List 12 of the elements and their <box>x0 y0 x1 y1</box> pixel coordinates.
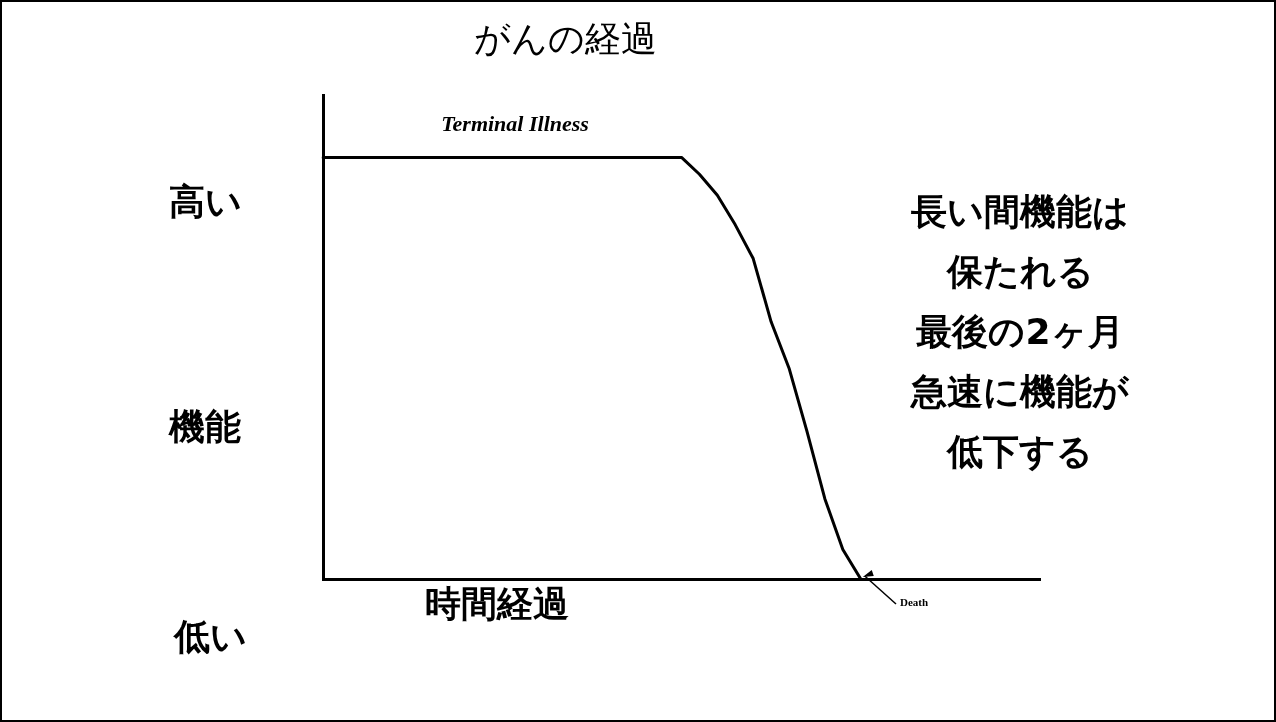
annotation: 低下する <box>945 431 1093 473</box>
annotation: 保たれる <box>944 251 1094 293</box>
text: Terminal Illness <box>441 110 589 136</box>
chart-title: がんの経過 <box>473 18 657 60</box>
annotation: 急速に機能が <box>909 371 1130 413</box>
text: Death <box>900 595 929 608</box>
text: 時間経過 <box>425 583 569 625</box>
text: 高い <box>168 181 242 223</box>
annotation: 長い間機能は <box>910 191 1129 233</box>
text: 低い <box>171 616 247 658</box>
y-axis-title: 機能 <box>168 406 241 448</box>
annotation: 最後の2ヶ月 <box>916 311 1124 353</box>
